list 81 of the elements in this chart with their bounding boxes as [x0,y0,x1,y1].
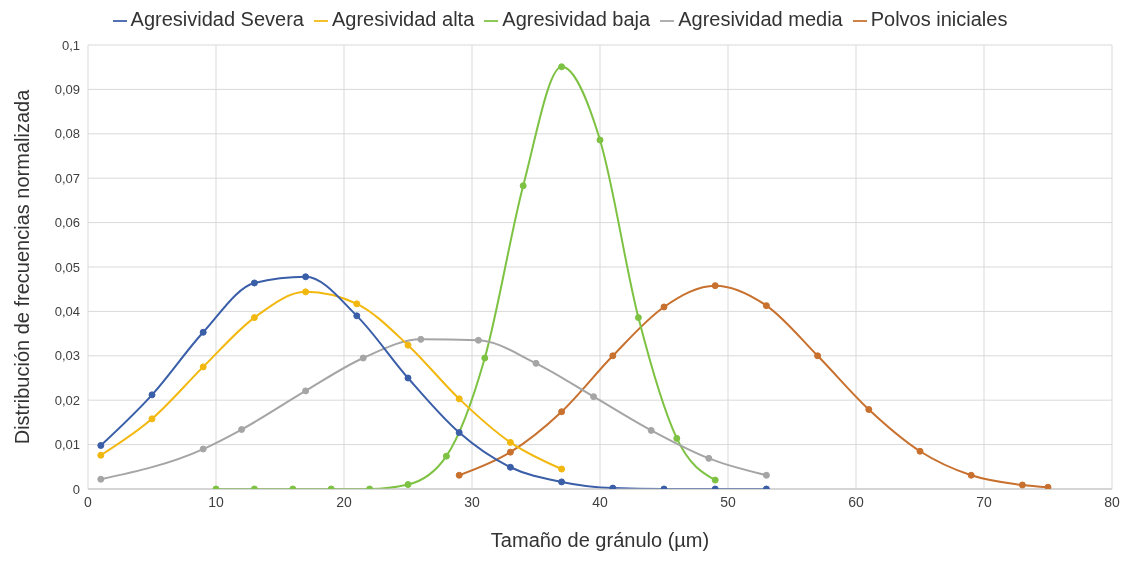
point [97,441,105,449]
x-tick-label: 70 [976,493,992,510]
point [404,341,412,349]
point [302,387,310,395]
point [97,451,105,459]
legend-label: Agresividad alta [331,8,475,30]
point [199,445,207,453]
point [474,336,482,344]
legend-label: Agresividad media [678,8,843,30]
point [519,182,527,190]
point [1018,481,1026,489]
y-tick-label: 0,06 [54,215,80,231]
point [916,447,924,455]
point [711,476,719,484]
point [865,406,873,414]
point [967,471,975,479]
x-tick-label: 60 [848,493,864,510]
point [711,282,719,290]
y-tick-label: 0,01 [54,437,80,453]
point [302,288,310,296]
point [417,335,425,343]
point [455,471,463,479]
y-tick-label: 0,04 [54,304,80,320]
point [506,438,514,446]
point [238,426,246,433]
legend-label: Agresividad Severa [130,8,304,30]
point [250,279,258,287]
point [250,314,258,322]
point [199,363,207,371]
point [404,481,412,489]
x-tick-label: 20 [336,493,352,510]
y-tick-label: 0,09 [54,82,80,98]
point [558,63,566,71]
x-tick-label: 80 [1104,493,1120,510]
point [590,393,598,401]
y-tick-label: 0,1 [61,37,80,53]
y-tick-label: 0,07 [54,170,80,186]
y-tick-label: 0,08 [54,126,80,142]
point [148,415,156,423]
point [359,354,367,362]
point [660,303,668,311]
point [302,273,310,281]
x-tick-label: 30 [464,493,480,510]
point [442,452,450,460]
point [558,465,566,473]
x-tick-label: 50 [720,493,736,510]
point [673,434,681,442]
point [1044,483,1052,489]
x-axis-title: Tamaño de gránulo (µm) [490,529,710,551]
x-tick-label: 0 [84,493,93,510]
point [455,395,463,403]
x-tick-label: 40 [592,493,608,510]
point [148,391,156,399]
point [353,300,361,308]
point [558,478,566,486]
point [609,352,617,360]
point [762,302,770,310]
y-tick-label: 0,05 [54,259,80,275]
legend-label: Agresividad baja [502,8,651,30]
point [404,374,412,382]
y-tick-label: 0,03 [54,348,80,364]
point [532,359,540,367]
point [481,354,489,362]
point [762,471,770,479]
y-tick-label: 0 [72,481,80,497]
point [506,463,514,471]
point [705,454,713,462]
point [558,408,566,416]
x-tick-label: 10 [208,493,224,510]
point [647,426,655,434]
point [97,475,105,483]
point [199,328,207,336]
point [634,314,642,322]
point [353,312,361,320]
point [814,352,822,360]
y-tick-label: 0,02 [54,392,80,408]
legend-label: Polvos iniciales [870,8,1008,30]
point [506,448,514,456]
y-axis-title: Distribución de frecuencias normalizada [11,88,34,445]
point [455,429,463,437]
point [596,136,604,144]
